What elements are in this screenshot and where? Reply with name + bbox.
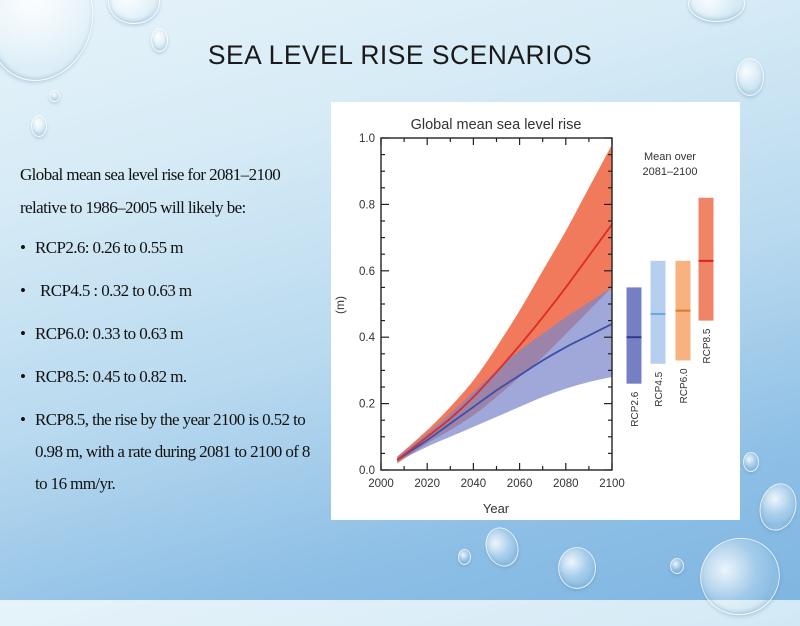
bullet-icon: • xyxy=(20,281,26,300)
slide-body: Global mean sea level rise for 2081–2100… xyxy=(20,158,320,511)
y-tick-label: 0.4 xyxy=(359,332,376,344)
water-drop-decoration xyxy=(108,0,160,24)
range-bar-rcp85 xyxy=(698,197,714,321)
bullet-item: • RCP2.6: 0.26 to 0.55 m xyxy=(20,232,320,264)
slide-title: SEA LEVEL RISE SCENARIOS xyxy=(207,40,593,70)
range-bar-rcp26 xyxy=(626,287,642,384)
water-drop-decoration xyxy=(151,28,168,52)
bullet-icon: • xyxy=(20,324,26,343)
x-tick-label: 2000 xyxy=(368,478,394,490)
water-drop-decoration xyxy=(480,522,524,572)
bullet-list: • RCP2.6: 0.26 to 0.55 m • RCP4.5 : 0.32 t… xyxy=(20,232,320,500)
bullet-item: • RCP8.5: 0.45 to 0.82 m. xyxy=(20,361,320,393)
x-tick-label: 2020 xyxy=(414,478,440,490)
x-tick-label: 2060 xyxy=(507,478,533,490)
y-tick-label: 0.2 xyxy=(359,399,375,411)
y-tick-label: 0.0 xyxy=(359,465,375,477)
y-tick-label: 0.6 xyxy=(359,266,375,278)
bar-label-rcp45: RCP4.5 xyxy=(654,371,665,406)
side-panel-title-line1: Mean over xyxy=(644,151,696,163)
range-bar-rcp45 xyxy=(650,260,666,364)
water-drop-decoration xyxy=(743,452,759,472)
bullet-item: • RCP8.5, the rise by the year 2100 is 0.… xyxy=(20,404,320,500)
side-panel-bars: RCP2.6 RCP4.5 RCP6.0 RCP8.5 xyxy=(626,197,714,427)
water-drop-decoration xyxy=(736,58,764,96)
bullet-item: • RCP6.0: 0.33 to 0.63 m xyxy=(20,318,320,350)
bullet-text: RCP8.5: 0.45 to 0.82 m. xyxy=(35,367,187,386)
water-drop-decoration xyxy=(458,549,471,565)
water-drop-decoration xyxy=(49,90,60,102)
band-rcp85 xyxy=(397,144,612,464)
sea-level-chart: Global mean sea level rise Year (m) Mean… xyxy=(333,117,714,516)
bullet-text: RCP2.6: 0.26 to 0.55 m xyxy=(35,238,183,257)
mean-line-rcp85 xyxy=(396,223,613,461)
y-tick-label: 1.0 xyxy=(359,133,375,145)
bar-label-rcp26: RCP2.6 xyxy=(630,391,641,426)
mean-line-rcp26 xyxy=(396,323,613,461)
chart-panel: Global mean sea level rise Year (m) Mean… xyxy=(331,102,740,520)
x-axis-label: Year xyxy=(483,501,510,516)
water-drop-decoration xyxy=(31,115,47,137)
water-drop-decoration xyxy=(689,526,791,626)
axes: 2000 2020 2040 2060 2080 2100 0.0 0.2 0.4 0.6 0.8 1… xyxy=(359,133,625,490)
bullet-icon: • xyxy=(20,367,26,386)
intro-paragraph: Global mean sea level rise for 2081–2100… xyxy=(20,165,281,217)
mean-lines xyxy=(396,223,613,461)
y-tick-label: 0.8 xyxy=(359,199,375,211)
bullet-text: RCP4.5 : 0.32 to 0.63 m xyxy=(40,281,192,300)
x-tick-label: 2100 xyxy=(599,478,625,490)
bullet-text: RCP6.0: 0.33 to 0.63 m xyxy=(35,324,183,343)
x-tick-label: 2080 xyxy=(553,478,579,490)
bullet-icon: • xyxy=(20,410,26,429)
y-axis-label: (m) xyxy=(333,296,347,314)
side-panel-title-line2: 2081–2100 xyxy=(642,166,697,178)
bullet-icon: • xyxy=(20,238,26,257)
bullet-text: RCP8.5, the rise by the year 2100 is 0.5… xyxy=(35,410,310,493)
uncertainty-bands xyxy=(397,144,612,464)
bar-label-rcp60: RCP6.0 xyxy=(679,368,690,403)
bullet-item: • RCP4.5 : 0.32 to 0.63 m xyxy=(20,275,320,307)
water-drop-decoration xyxy=(688,0,745,22)
x-tick-label: 2040 xyxy=(461,478,487,490)
chart-title: Global mean sea level rise xyxy=(411,117,582,133)
water-drop-decoration xyxy=(754,479,800,535)
water-drop-decoration xyxy=(670,558,684,574)
water-drop-decoration xyxy=(558,547,596,589)
bar-label-rcp85: RCP8.5 xyxy=(702,328,713,363)
